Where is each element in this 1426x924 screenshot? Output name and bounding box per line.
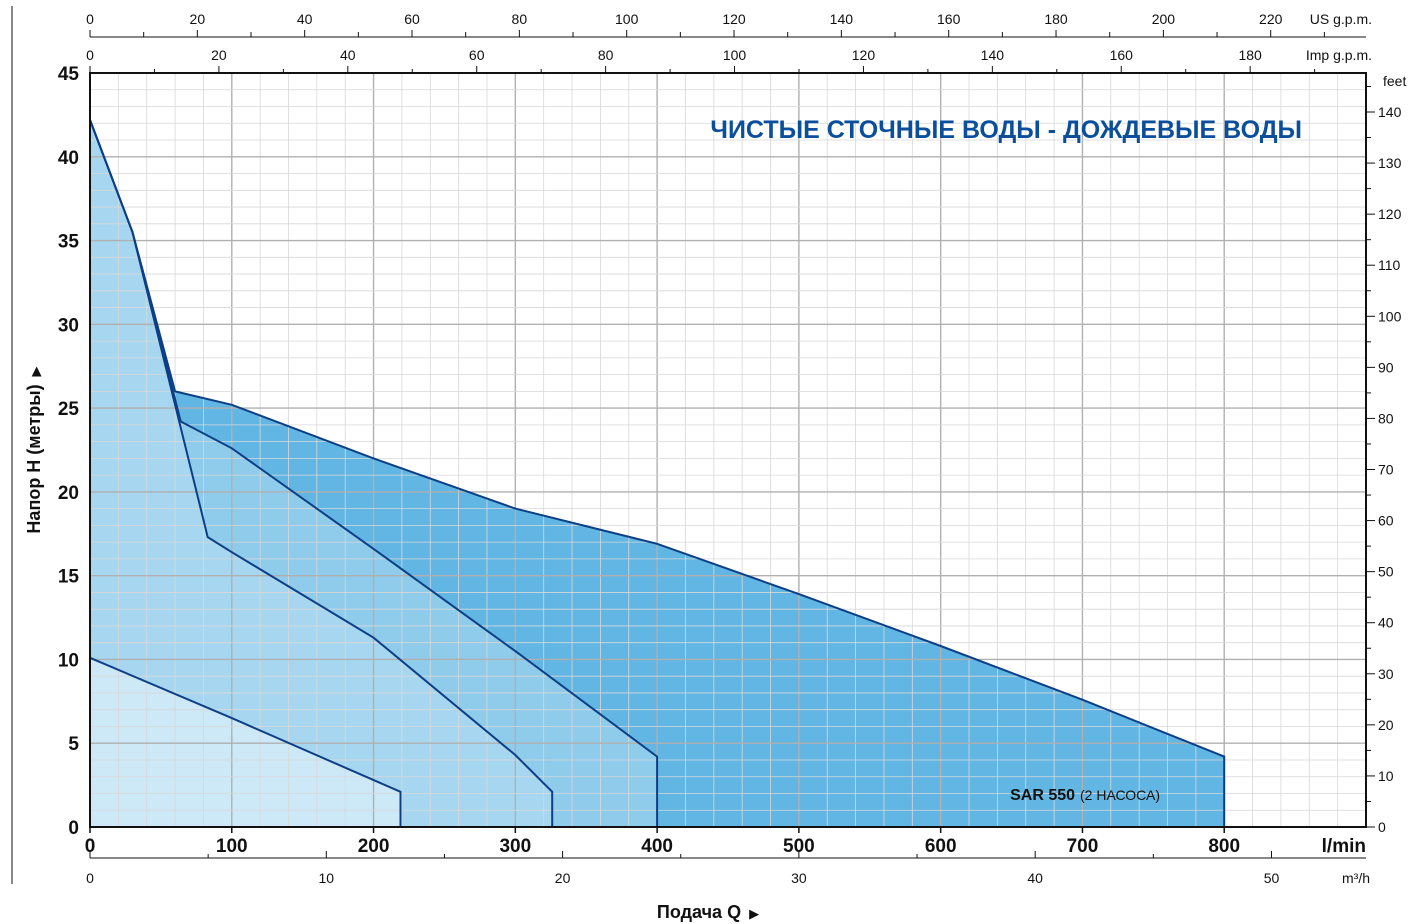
x-tick-label: 0 [85,836,96,857]
y-tick-label: 45 [58,64,80,85]
m3h-unit: m³/h [1342,870,1370,886]
right-tick-label: 30 [1378,666,1394,682]
right-tick-label: 100 [1378,308,1402,324]
m3h-tick-label: 0 [86,870,94,886]
imp-gpm-tick-label: 20 [211,47,227,63]
y-tick-label: 40 [58,148,79,169]
us-gpm-tick-label: 80 [512,11,528,27]
m3h-tick-label: 30 [791,870,807,886]
x-axis-arrow: ▶ [749,906,759,921]
annotation-model: SAR 550 (2 НАСОСА) [1010,787,1160,804]
y-tick-label: 30 [58,315,79,336]
x-tick-label: 800 [1208,836,1240,857]
us-gpm-tick-label: 120 [722,11,746,27]
us-gpm-tick-label: 60 [404,11,420,27]
annotation-model-name: SAR 550 [1010,787,1075,804]
right-tick-label: 10 [1378,768,1394,784]
imp-gpm-tick-label: 140 [981,47,1005,63]
right-axis-unit: feet [1383,73,1406,89]
imp-gpm-unit: Imp g.p.m. [1306,47,1372,63]
right-tick-label: 50 [1378,564,1394,580]
y-tick-label: 5 [68,734,79,755]
performance-curve-1 [89,119,1226,827]
x-tick-label: 400 [641,836,673,857]
m3h-tick-label: 10 [319,870,335,886]
y-tick-label: 20 [58,483,79,504]
annotation-model-note: (2 НАСОСА) [1080,787,1160,803]
right-tick-label: 20 [1378,717,1394,733]
grid [89,72,1367,828]
us-gpm-unit: US g.p.m. [1310,11,1372,27]
y-tick-label: 0 [68,818,79,839]
imp-gpm-tick-label: 80 [598,47,614,63]
us-gpm-tick-label: 180 [1044,11,1068,27]
x-tick-label: 600 [925,836,957,857]
imp-gpm-tick-label: 40 [340,47,356,63]
x-tick-label: 700 [1067,836,1099,857]
right-tick-label: 120 [1378,206,1402,222]
m3h-tick-label: 40 [1027,870,1043,886]
performance-curves [89,119,1226,827]
y-axis-title: Напор Н (метры) ▶ [24,366,44,533]
imp-gpm-tick-label: 0 [86,47,94,63]
region-3 [90,119,553,827]
y-tick-label: 25 [58,399,80,420]
m3h-tick-label: 50 [1264,870,1280,886]
x-tick-label: 300 [499,836,531,857]
us-gpm-tick-label: 220 [1259,11,1283,27]
us-gpm-tick-label: 20 [190,11,206,27]
right-tick-label: 130 [1378,155,1402,171]
right-tick-label: 40 [1378,615,1394,631]
x-tick-label: 200 [358,836,390,857]
imp-gpm-tick-label: 120 [852,47,876,63]
x-unit-label: l/min [1322,836,1366,857]
m3h-tick-label: 20 [555,870,571,886]
y-axis-arrow: ▶ [28,366,43,376]
right-tick-label: 60 [1378,513,1394,529]
us-gpm-tick-label: 100 [615,11,639,27]
imp-gpm-tick-label: 160 [1110,47,1134,63]
y-tick-label: 35 [58,232,80,253]
right-tick-label: 110 [1378,257,1401,273]
us-gpm-tick-label: 160 [937,11,961,27]
axes: 0 100 200 300 400 500 600 700 800 l/min0510152025… [58,11,1407,886]
imp-gpm-tick-label: 60 [469,47,485,63]
plot-frame [89,72,1367,828]
imp-gpm-tick-label: 180 [1238,47,1262,63]
right-tick-label: 90 [1378,359,1394,375]
region-4 [90,657,401,827]
y-tick-label: 10 [58,650,79,671]
x-axis-title-text: Подача Q [657,902,741,922]
us-gpm-tick-label: 0 [86,11,94,27]
x-tick-label: 500 [783,836,815,857]
us-gpm-tick-label: 200 [1152,11,1176,27]
y-axis-title-group: Напор Н (метры) ▶ [24,366,44,533]
right-tick-label: 140 [1378,104,1402,120]
right-tick-label: 0 [1378,819,1386,835]
performance-curve-3 [89,119,554,827]
y-axis-title-text: Напор Н (метры) [24,384,44,533]
performance-curve-4 [89,656,402,827]
right-tick-label: 80 [1378,410,1394,426]
x-axis-title: Подача Q ▶ [657,902,759,922]
right-tick-label: 70 [1378,462,1394,478]
us-gpm-tick-label: 140 [830,11,854,27]
us-gpm-tick-label: 40 [297,11,313,27]
imp-gpm-tick-label: 100 [723,47,747,63]
y-tick-label: 15 [58,567,80,588]
x-tick-label: 100 [216,836,248,857]
chart-title: ЧИСТЫЕ СТОЧНЫЕ ВОДЫ - ДОЖДЕВЫЕ ВОДЫ [710,116,1302,144]
